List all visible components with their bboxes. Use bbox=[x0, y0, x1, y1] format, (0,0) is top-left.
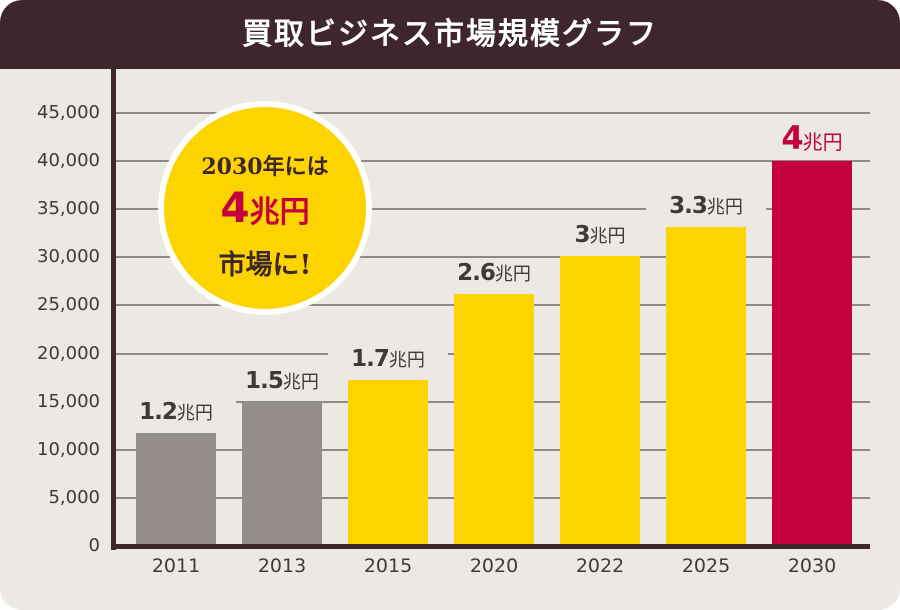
value-unit: 兆円 bbox=[388, 350, 425, 372]
bar-2013 bbox=[242, 401, 322, 546]
value-number: 1.5 bbox=[245, 367, 284, 394]
gridline bbox=[115, 160, 870, 163]
callout-line-3: 市場に! bbox=[218, 250, 312, 281]
chart-title: 買取ビジネス市場規模グラフ bbox=[242, 17, 658, 52]
value-unit: 兆円 bbox=[589, 226, 626, 248]
bar-2025 bbox=[666, 226, 746, 546]
x-tick-label: 2025 bbox=[681, 555, 731, 577]
bar-2015 bbox=[348, 380, 428, 546]
gridline bbox=[115, 112, 870, 114]
y-tick-label: 35,000 bbox=[37, 198, 100, 220]
bar-2020 bbox=[454, 293, 534, 546]
gridline bbox=[115, 256, 870, 259]
x-tick-label: 2020 bbox=[469, 555, 519, 577]
callout-line-2: 4兆円 bbox=[164, 183, 366, 232]
x-tick-label: 2022 bbox=[575, 555, 625, 577]
value-unit: 兆円 bbox=[494, 263, 531, 285]
callout-number: 4 bbox=[220, 183, 250, 232]
value-label: 1.7兆円 bbox=[328, 346, 448, 373]
x-axis-line bbox=[111, 544, 870, 549]
y-axis-line bbox=[111, 69, 116, 550]
value-label: 3兆円 bbox=[540, 222, 660, 249]
callout-line-1: 2030年には bbox=[201, 154, 329, 180]
value-label: 1.2兆円 bbox=[116, 399, 236, 426]
x-tick-label: 2013 bbox=[257, 555, 307, 577]
x-tick-label: 2015 bbox=[363, 555, 413, 577]
value-number: 3.3 bbox=[669, 192, 708, 219]
header-bar: 買取ビジネス市場規模グラフ bbox=[0, 0, 900, 69]
gridline bbox=[115, 208, 870, 211]
value-number: 4 bbox=[781, 119, 803, 158]
y-tick-label: 20,000 bbox=[37, 342, 100, 364]
y-tick-label: 5,000 bbox=[48, 486, 100, 508]
value-unit: 兆円 bbox=[282, 371, 319, 393]
y-tick-label: 45,000 bbox=[37, 102, 100, 123]
y-tick-label: 30,000 bbox=[37, 246, 100, 268]
value-label: 3.3兆円 bbox=[646, 192, 766, 219]
value-label: 1.5兆円 bbox=[222, 367, 342, 394]
x-tick-label: 2030 bbox=[787, 555, 837, 577]
y-tick-label: 25,000 bbox=[37, 294, 100, 316]
bar-2030 bbox=[772, 161, 852, 546]
callout-badge: 2030年には 4兆円 市場に! bbox=[158, 101, 372, 315]
value-label: 4兆円 bbox=[752, 119, 872, 158]
value-unit: 兆円 bbox=[706, 196, 743, 218]
y-tick-label: 0 bbox=[88, 535, 100, 556]
bar-2022 bbox=[560, 256, 640, 546]
bar-2011 bbox=[136, 433, 216, 546]
y-tick-label: 15,000 bbox=[37, 390, 100, 412]
value-unit: 兆円 bbox=[176, 403, 213, 425]
value-unit: 兆円 bbox=[802, 130, 843, 155]
callout-unit: 兆円 bbox=[249, 195, 310, 230]
value-number: 2.6 bbox=[457, 259, 496, 286]
y-tick-label: 10,000 bbox=[37, 438, 100, 460]
value-number: 1.7 bbox=[351, 346, 390, 373]
value-number: 3 bbox=[574, 222, 590, 249]
callout-badge-circle: 2030年には 4兆円 市場に! bbox=[164, 107, 366, 309]
y-tick-label: 40,000 bbox=[37, 150, 100, 172]
x-tick-label: 2011 bbox=[151, 555, 201, 577]
value-number: 1.2 bbox=[139, 399, 178, 426]
value-label: 2.6兆円 bbox=[434, 259, 554, 286]
